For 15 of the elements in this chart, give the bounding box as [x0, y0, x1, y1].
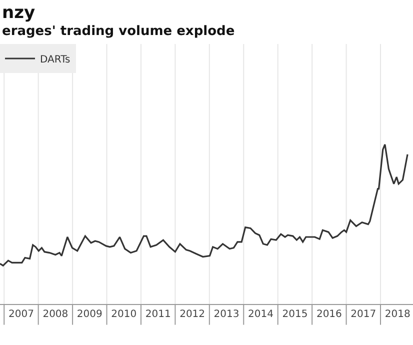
- chart-title: nzy: [2, 3, 36, 23]
- x-tick-label: 2012: [180, 309, 206, 320]
- x-tick-label: 2009: [76, 309, 102, 320]
- x-tick-label: 2008: [42, 309, 68, 320]
- legend-label: DARTs: [40, 54, 70, 66]
- x-tick-label: 2011: [145, 309, 171, 320]
- chart-subtitle: erages' trading volume explode: [2, 24, 235, 39]
- x-tick-label: 2016: [316, 309, 342, 320]
- x-tick-label: 2018: [384, 309, 410, 320]
- x-tick-label: 2007: [8, 309, 34, 320]
- x-tick-label: 2013: [214, 309, 240, 320]
- x-tick-label: 2010: [111, 309, 137, 320]
- x-tick-label: 2015: [282, 309, 308, 320]
- x-tick-label: 2014: [248, 309, 274, 320]
- x-tick-label: 2017: [350, 309, 376, 320]
